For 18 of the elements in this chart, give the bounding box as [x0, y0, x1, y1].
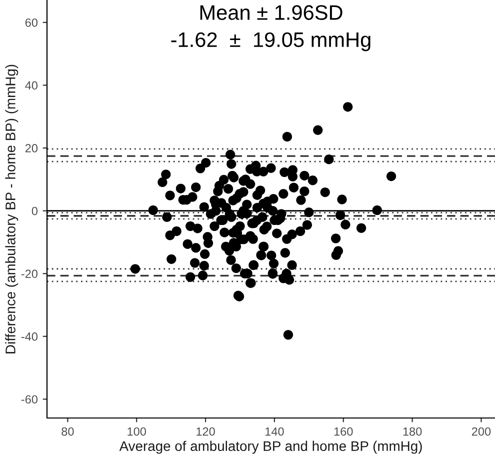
- y-tick-label: -60: [21, 395, 38, 404]
- x-tick-label: 80: [62, 427, 74, 436]
- y-tick-label: -40: [21, 332, 38, 341]
- y-axis-title: Difference (ambulatory BP - home BP) (mmHg): [5, 64, 18, 354]
- x-tick-label: 200: [472, 427, 491, 436]
- x-tick-label: 180: [403, 427, 422, 436]
- y-tick-label: 60: [25, 18, 38, 27]
- x-tick-label: 100: [128, 427, 146, 436]
- annotation: -1.62 ± 19.05 mmHg: [171, 32, 370, 52]
- annotation: Mean ± 1.96SD: [200, 5, 342, 20]
- y-tick-label: 0: [32, 206, 38, 216]
- y-tick-label: 20: [25, 144, 38, 152]
- x-axis-title: Average of ambulatory BP and home BP (mmHg): [119, 440, 422, 454]
- x-tick-label: 140: [266, 427, 284, 436]
- x-tick-label: 160: [334, 427, 353, 436]
- y-tick-label: -20: [21, 270, 38, 278]
- y-tick-label: 40: [25, 81, 38, 90]
- x-tick-label: 120: [196, 427, 215, 436]
